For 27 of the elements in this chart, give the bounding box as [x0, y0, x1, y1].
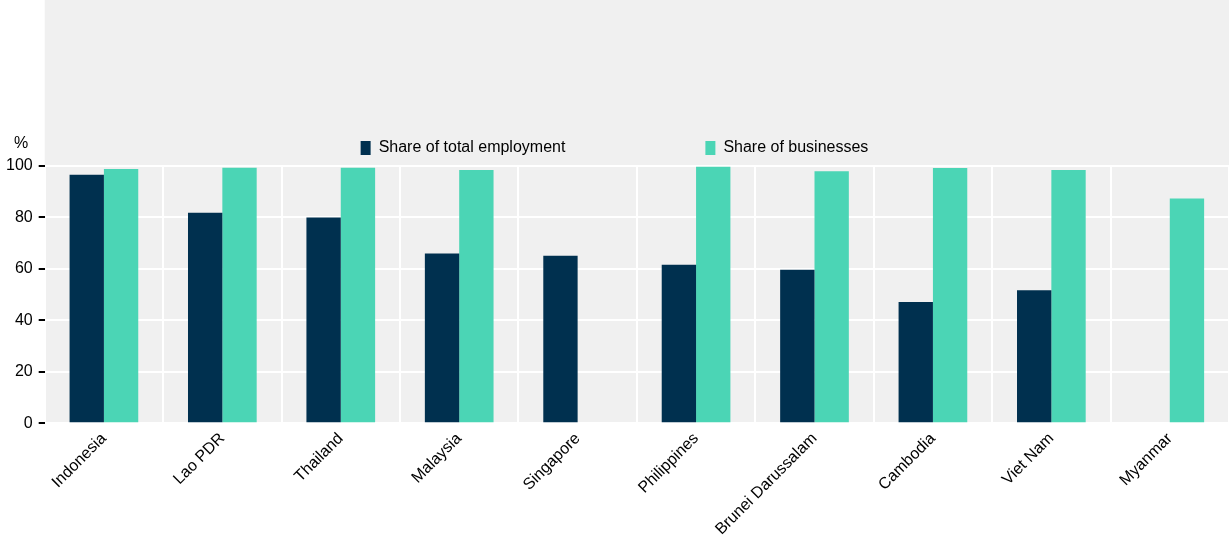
y-tick-label: 20: [14, 362, 33, 380]
bar: [459, 170, 494, 423]
bar: [103, 169, 139, 423]
bar: [1169, 198, 1205, 423]
y-tick-label: 40: [14, 310, 33, 328]
bar: [780, 269, 815, 423]
y-tick-label: 80: [14, 207, 33, 225]
bar: [898, 302, 933, 423]
y-tick-label: 100: [5, 156, 33, 174]
bar: [424, 253, 460, 423]
legend-label: Share of total employment: [378, 138, 566, 156]
bar: [222, 167, 257, 423]
bar: [661, 264, 697, 423]
bar: [1017, 290, 1052, 423]
bar: [69, 174, 104, 423]
legend-label: Share of businesses: [723, 138, 869, 156]
bar: [340, 167, 376, 423]
bar: [543, 255, 578, 423]
bar: [932, 168, 968, 423]
bar: [306, 217, 341, 423]
bar: [696, 166, 731, 423]
bar: [188, 212, 223, 423]
y-tick-label: 0: [23, 413, 33, 431]
y-axis-title: %: [14, 134, 29, 152]
y-tick-label: 60: [14, 259, 33, 277]
bar: [1051, 170, 1086, 423]
bar: [814, 171, 849, 423]
